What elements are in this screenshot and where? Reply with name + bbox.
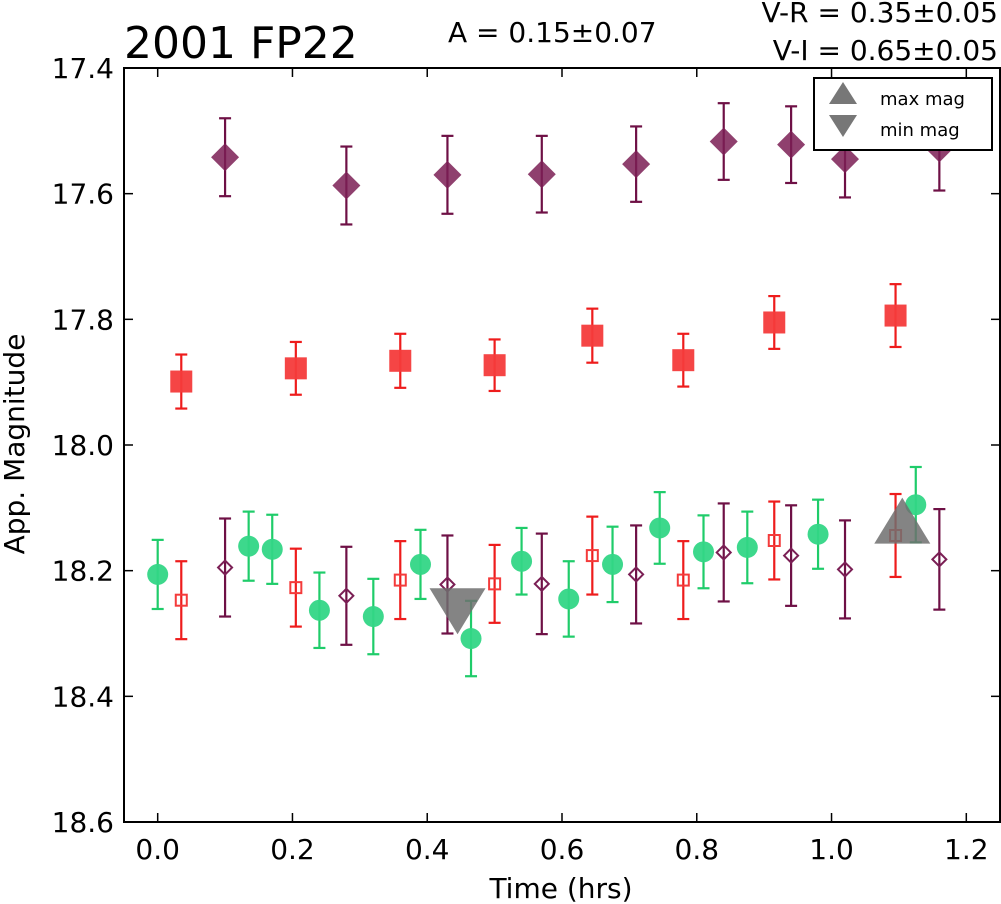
- x-tick-label: 0.2: [270, 833, 315, 866]
- data-point-open-diamond: [216, 559, 234, 576]
- data-point-circle: [558, 588, 580, 610]
- data-point-open-diamond: [930, 550, 948, 568]
- data-point-open-diamond: [782, 547, 800, 565]
- data-point-diamond: [622, 150, 651, 179]
- data-point-square: [389, 349, 412, 372]
- y-tick-label: 18.2: [52, 555, 114, 588]
- legend-label: max mag: [880, 89, 965, 110]
- x-tick-label: 0.8: [675, 833, 720, 866]
- y-tick-label: 17.6: [52, 178, 114, 211]
- data-point-open-square: [585, 549, 599, 563]
- data-point-open-diamond: [715, 544, 733, 561]
- x-tick-label: 0.4: [405, 833, 450, 866]
- data-point-circle: [649, 517, 671, 539]
- data-point-circle: [308, 599, 330, 621]
- data-point-square: [763, 311, 786, 334]
- data-point-open-diamond: [337, 587, 355, 605]
- data-series: [174, 492, 903, 641]
- data-series: [216, 502, 948, 646]
- plot-frame: [123, 67, 1001, 823]
- x-axis-label: Time (hrs): [488, 872, 632, 904]
- data-point-circle: [261, 538, 283, 560]
- data-point-circle: [362, 606, 384, 628]
- legend-label: min mag: [880, 120, 960, 141]
- data-point-diamond: [777, 130, 806, 159]
- legend: max mag min mag: [813, 77, 993, 151]
- data-point-diamond: [527, 160, 556, 189]
- data-point-circle: [511, 550, 533, 572]
- data-point-circle: [693, 541, 715, 563]
- data-point-open-square: [488, 577, 502, 591]
- data-point-diamond: [831, 145, 860, 174]
- plot-area: [147, 102, 954, 678]
- data-series: [211, 102, 954, 226]
- v-i-annotation: V-I = 0.65±0.05: [773, 34, 998, 67]
- data-point-diamond: [433, 160, 462, 189]
- data-point-open-square: [767, 534, 781, 548]
- data-point-square: [483, 354, 506, 377]
- data-point-open-diamond: [627, 566, 645, 583]
- y-tick-label: 17.8: [52, 303, 114, 336]
- data-series: [147, 465, 927, 678]
- y-tick-label: 18.4: [52, 680, 114, 713]
- y-axis-label: App. Magnitude: [0, 334, 31, 555]
- data-point-open-square: [676, 573, 690, 587]
- data-point-circle: [905, 494, 927, 516]
- data-point-circle: [238, 535, 260, 557]
- data-point-square: [672, 349, 695, 372]
- data-point-circle: [147, 563, 169, 585]
- min-mag-marker: [429, 588, 486, 635]
- legend-max-mag-icon: [829, 82, 857, 104]
- x-tick-label: 0.6: [540, 833, 585, 866]
- data-point-open-diamond: [533, 575, 551, 593]
- data-point-diamond: [709, 127, 738, 156]
- legend-min-mag-icon: [829, 115, 857, 137]
- data-point-circle: [602, 553, 624, 575]
- data-point-square: [284, 357, 307, 380]
- data-point-circle: [736, 536, 758, 558]
- y-tick-label: 17.4: [52, 52, 114, 85]
- data-point-open-square: [393, 573, 407, 587]
- data-point-open-square: [174, 593, 188, 607]
- data-series: [170, 283, 907, 410]
- max-mag-marker: [874, 497, 931, 544]
- data-point-open-diamond: [836, 560, 854, 578]
- chart-title: 2001 FP22: [124, 18, 358, 69]
- v-r-annotation: V-R = 0.35±0.05: [762, 0, 998, 29]
- data-point-circle: [460, 628, 482, 650]
- data-point-circle: [409, 553, 431, 575]
- data-point-diamond: [332, 171, 361, 200]
- data-point-square: [170, 370, 193, 393]
- y-tick-label: 18.6: [52, 806, 114, 839]
- x-tick-label: 1.2: [944, 833, 989, 866]
- data-point-circle: [807, 523, 829, 545]
- data-point-diamond: [211, 143, 240, 172]
- data-point-open-square: [289, 581, 303, 595]
- amplitude-annotation: A = 0.15±0.07: [448, 16, 657, 49]
- y-tick-label: 18.0: [52, 429, 114, 462]
- data-point-square: [884, 304, 907, 327]
- x-tick-label: 0.0: [135, 833, 180, 866]
- data-point-square: [581, 324, 604, 347]
- x-tick-label: 1.0: [809, 833, 854, 866]
